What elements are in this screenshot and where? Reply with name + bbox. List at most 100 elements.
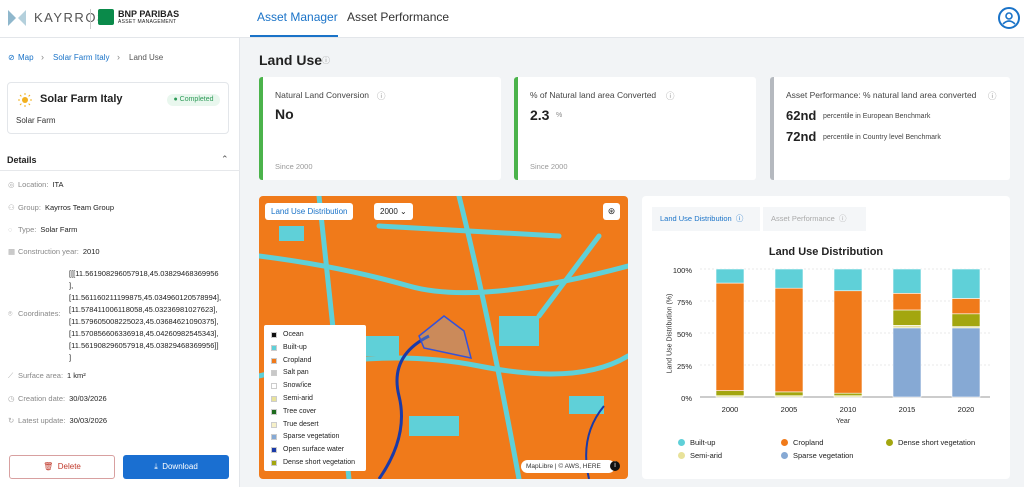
chart-legend-label[interactable]: Cropland [793, 438, 824, 447]
year-select[interactable]: 2000 ⌄ [374, 203, 413, 220]
chart-legend-dot [678, 439, 685, 446]
kpi-since: Since 2000 [530, 162, 568, 171]
detail-latest-update: ↻ Latest update: 30/03/2026 [8, 416, 108, 425]
bar-segment[interactable] [951, 268, 981, 299]
brand-bnp-sub: ASSET MANAGEMENT [118, 19, 177, 25]
info-icon[interactable]: ⓘ [988, 91, 997, 101]
brand-divider [90, 9, 91, 29]
detail-location: ◎ Location: ITA [8, 180, 64, 189]
bar-segment[interactable] [774, 391, 804, 397]
info-icon[interactable]: ⓘ [377, 91, 386, 101]
ruler-icon: ⟋ [8, 371, 14, 380]
legend-label: Salt pan [283, 369, 309, 377]
kpi-value: No [275, 106, 294, 122]
bar-segment[interactable] [715, 282, 745, 391]
kpi-rank-country: 72nd [786, 129, 817, 144]
x-tick: 2000 [721, 405, 739, 414]
bar-segment[interactable] [774, 287, 804, 393]
breadcrumb-map-icon[interactable]: ⊘ [8, 53, 15, 62]
y-tick: 100% [672, 266, 692, 275]
bar-segment[interactable] [892, 325, 922, 329]
legend-label: Tree cover [283, 407, 317, 415]
kpi-card-percent [514, 77, 756, 180]
map-legend [264, 325, 366, 471]
kpi-rank-country-text: percentile in Country level Benchmark [823, 134, 941, 141]
legend-label: Built-up [283, 343, 307, 351]
bar-segment[interactable] [833, 290, 863, 394]
kpi-label: % of Natural land area Converted [530, 90, 657, 100]
active-tab-indicator [250, 35, 338, 37]
clock-icon: ◷ [8, 394, 15, 403]
kpi-label: Asset Performance: % natural land area c… [786, 90, 977, 100]
legend-swatch [271, 434, 277, 441]
map-attribution[interactable]: MapLibre | © AWS, HERE [521, 460, 615, 473]
breadcrumb-chevron-icon: › [117, 52, 120, 62]
kpi-rank-eu-text: percentile in European Benchmark [823, 113, 931, 120]
legend-label: True desert [283, 420, 319, 428]
bar-segment[interactable] [833, 268, 863, 292]
tab-land-use-distribution[interactable]: Land Use Distribution ⓘ [652, 207, 760, 231]
info-icon[interactable]: ⓘ [322, 56, 330, 65]
breadcrumb-current: Land Use [129, 53, 164, 62]
info-icon[interactable]: i [610, 461, 620, 471]
chart-legend-label[interactable]: Semi-arid [690, 451, 723, 460]
legend-label: Dense short vegetation [283, 459, 355, 466]
delete-button[interactable]: 🗑 Delete [9, 455, 115, 479]
bar-segment[interactable] [951, 313, 981, 327]
chart-legend-dot [886, 439, 893, 446]
y-tick: 25% [676, 362, 692, 371]
user-avatar-icon[interactable] [998, 7, 1020, 29]
kayrros-logo-icon [8, 10, 26, 26]
legend-label: Open surface water [283, 446, 345, 454]
bar-segment[interactable] [892, 268, 922, 294]
tab-asset-performance[interactable]: Asset Performance [347, 10, 450, 24]
legend-label: Snow/ice [283, 382, 312, 390]
detail-surface-area: ⟋ Surface area: 1 km² [8, 371, 86, 380]
bar-segment[interactable] [892, 293, 922, 311]
bar-segment[interactable] [892, 327, 922, 398]
bar-segment[interactable] [715, 390, 745, 397]
asset-card [7, 82, 229, 134]
tab-asset-performance-chart[interactable]: Asset Performance ⓘ [763, 207, 866, 231]
stacked-bar-chart [700, 268, 990, 398]
chart-legend-label[interactable]: Sparse vegetation [793, 451, 854, 460]
detail-creation-date: ◷ Creation date: 30/03/2026 [8, 394, 107, 403]
bar-segment[interactable] [951, 298, 981, 315]
detail-type: ◌ Type: Solar Farm [8, 225, 78, 234]
breadcrumb-asset[interactable]: Solar Farm Italy [53, 53, 110, 62]
legend-swatch [271, 447, 277, 454]
bar-segment[interactable] [715, 268, 745, 284]
pin-icon: ⌾ [8, 309, 13, 318]
asset-name: Solar Farm Italy [40, 93, 123, 105]
info-icon[interactable]: ⓘ [666, 91, 675, 101]
download-icon: ⤓ [154, 462, 158, 471]
legend-swatch [271, 460, 277, 466]
breadcrumb-map[interactable]: Map [18, 53, 34, 62]
tab-asset-manager[interactable]: Asset Manager [257, 10, 338, 24]
bar-segment[interactable] [951, 327, 981, 398]
legend-swatch [271, 408, 277, 415]
y-axis-label: Land Use Distribution (%) [666, 293, 674, 374]
bar-segment[interactable] [892, 309, 922, 326]
kpi-rank-eu: 62nd [786, 108, 817, 123]
legend-swatch [271, 332, 277, 338]
bar-segment[interactable] [833, 392, 863, 397]
download-button[interactable]: ⤓ Download [123, 455, 229, 479]
y-tick: 50% [676, 330, 692, 339]
bar-segment[interactable] [774, 268, 804, 289]
chart-legend-dot [781, 452, 788, 459]
chevron-up-icon[interactable]: ⌃ [221, 154, 229, 164]
type-icon: ◌ [8, 225, 13, 234]
chart-legend-label[interactable]: Built-up [690, 438, 716, 447]
chart-legend-dot [781, 439, 788, 446]
y-tick: 0% [681, 394, 692, 403]
brand-bnp: BNP PARIBAS [118, 9, 180, 19]
group-icon: ⚇ [8, 203, 15, 212]
chart-legend-label[interactable]: Dense short vegetation [898, 438, 976, 447]
coordinates-value: [[[11.561908296057918,45.03829468369956 … [69, 269, 222, 362]
trash-icon: 🗑 [43, 462, 54, 471]
globe-icon[interactable]: ⊛ [603, 203, 620, 220]
calendar-icon: ▦ [8, 247, 16, 256]
map-layer-selector[interactable]: Land Use Distribution [265, 203, 354, 220]
breadcrumb-chevron-icon: › [41, 52, 44, 62]
